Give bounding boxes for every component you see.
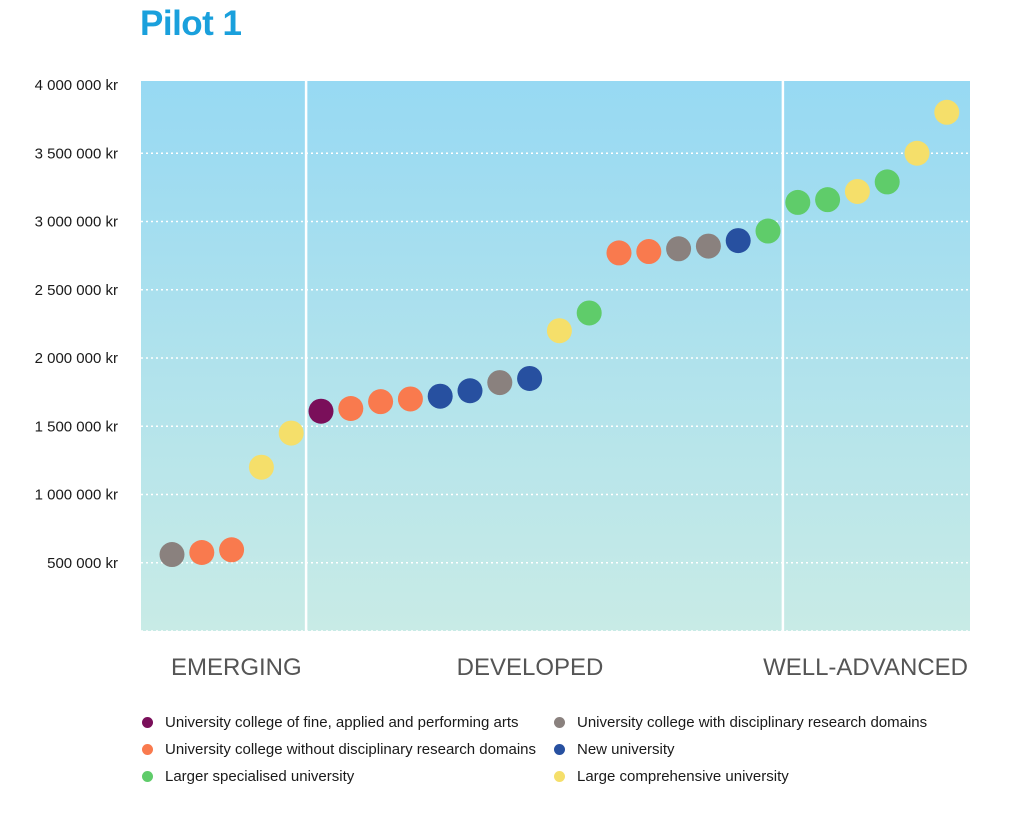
legend-item-fine-arts: University college of fine, applied and … bbox=[140, 713, 552, 731]
legend-label: University college without disciplinary … bbox=[165, 740, 536, 758]
y-tick-label: 3 500 000 kr bbox=[35, 145, 118, 162]
y-tick-label: 3 000 000 kr bbox=[35, 214, 118, 231]
legend-label: University college of fine, applied and … bbox=[165, 713, 519, 731]
y-tick-label: 500 000 kr bbox=[47, 555, 118, 572]
data-point-comprehensive bbox=[546, 318, 572, 344]
data-point-comprehensive bbox=[934, 99, 960, 125]
data-point-new-university bbox=[517, 365, 543, 391]
data-points bbox=[159, 99, 960, 568]
phase-dividers bbox=[304, 81, 785, 631]
data-point-without-research bbox=[397, 386, 423, 412]
data-point-new-university bbox=[725, 228, 751, 254]
data-point-with-research bbox=[159, 542, 185, 568]
data-point-new-university bbox=[427, 383, 453, 409]
legend-label: Large comprehensive university bbox=[577, 767, 789, 785]
legend-item-with-research: University college with disciplinary res… bbox=[552, 713, 972, 731]
data-point-without-research bbox=[338, 396, 364, 422]
legend-item-comprehensive: Large comprehensive university bbox=[552, 767, 972, 785]
data-point-specialised bbox=[576, 300, 602, 326]
legend-dot-icon bbox=[554, 743, 565, 755]
data-point-comprehensive bbox=[844, 178, 870, 204]
data-point-new-university bbox=[457, 378, 483, 404]
phase-label-emerging: EMERGING bbox=[171, 654, 302, 681]
legend-item-new-university: New university bbox=[552, 740, 972, 758]
legend-label: Larger specialised university bbox=[165, 767, 355, 785]
y-tick-label: 1 000 000 kr bbox=[35, 487, 118, 504]
data-point-specialised bbox=[785, 189, 811, 215]
data-point-without-research bbox=[606, 240, 632, 266]
legend-dot-icon bbox=[142, 716, 153, 728]
data-point-with-research bbox=[695, 233, 721, 259]
legend-label: University college with disciplinary res… bbox=[577, 713, 928, 731]
y-tick-label: 1 500 000 kr bbox=[35, 418, 118, 435]
legend-item-without-research: University college without disciplinary … bbox=[140, 740, 552, 758]
data-point-specialised bbox=[815, 187, 841, 213]
legend-label: New university bbox=[577, 740, 675, 758]
phase-label-developed: DEVELOPED bbox=[456, 654, 604, 681]
data-point-with-research bbox=[666, 236, 692, 262]
data-point-fine-arts bbox=[308, 398, 334, 424]
plot-area bbox=[141, 81, 970, 631]
y-tick-label: 2 000 000 kr bbox=[35, 350, 118, 367]
y-tick-label: 4 000 000 kr bbox=[35, 77, 118, 94]
data-point-specialised bbox=[874, 169, 900, 195]
phase-label-well-advanced: WELL-ADVANCED bbox=[763, 654, 968, 681]
legend-dot-icon bbox=[142, 770, 153, 782]
data-point-specialised bbox=[755, 218, 781, 244]
legend: University college of fine, applied and … bbox=[140, 713, 980, 785]
data-point-comprehensive bbox=[904, 140, 930, 166]
data-point-with-research bbox=[487, 370, 513, 396]
legend-dot-icon bbox=[142, 743, 153, 755]
data-point-without-research bbox=[189, 540, 215, 566]
legend-dot-icon bbox=[554, 770, 565, 782]
y-tick-label: 2 500 000 kr bbox=[35, 282, 118, 299]
data-point-without-research bbox=[636, 239, 662, 265]
data-point-comprehensive bbox=[248, 454, 274, 480]
legend-dot-icon bbox=[554, 716, 565, 728]
chart-title: Pilot 1 bbox=[140, 4, 242, 43]
y-axis-ticks: 500 000 kr 1 000 000 kr 1 500 000 kr 2 000 … bbox=[35, 77, 118, 572]
data-point-without-research bbox=[219, 537, 245, 563]
legend-item-specialised: Larger specialised university bbox=[140, 767, 552, 785]
gridlines bbox=[141, 152, 970, 632]
data-point-comprehensive bbox=[278, 420, 304, 446]
data-point-without-research bbox=[368, 389, 394, 415]
